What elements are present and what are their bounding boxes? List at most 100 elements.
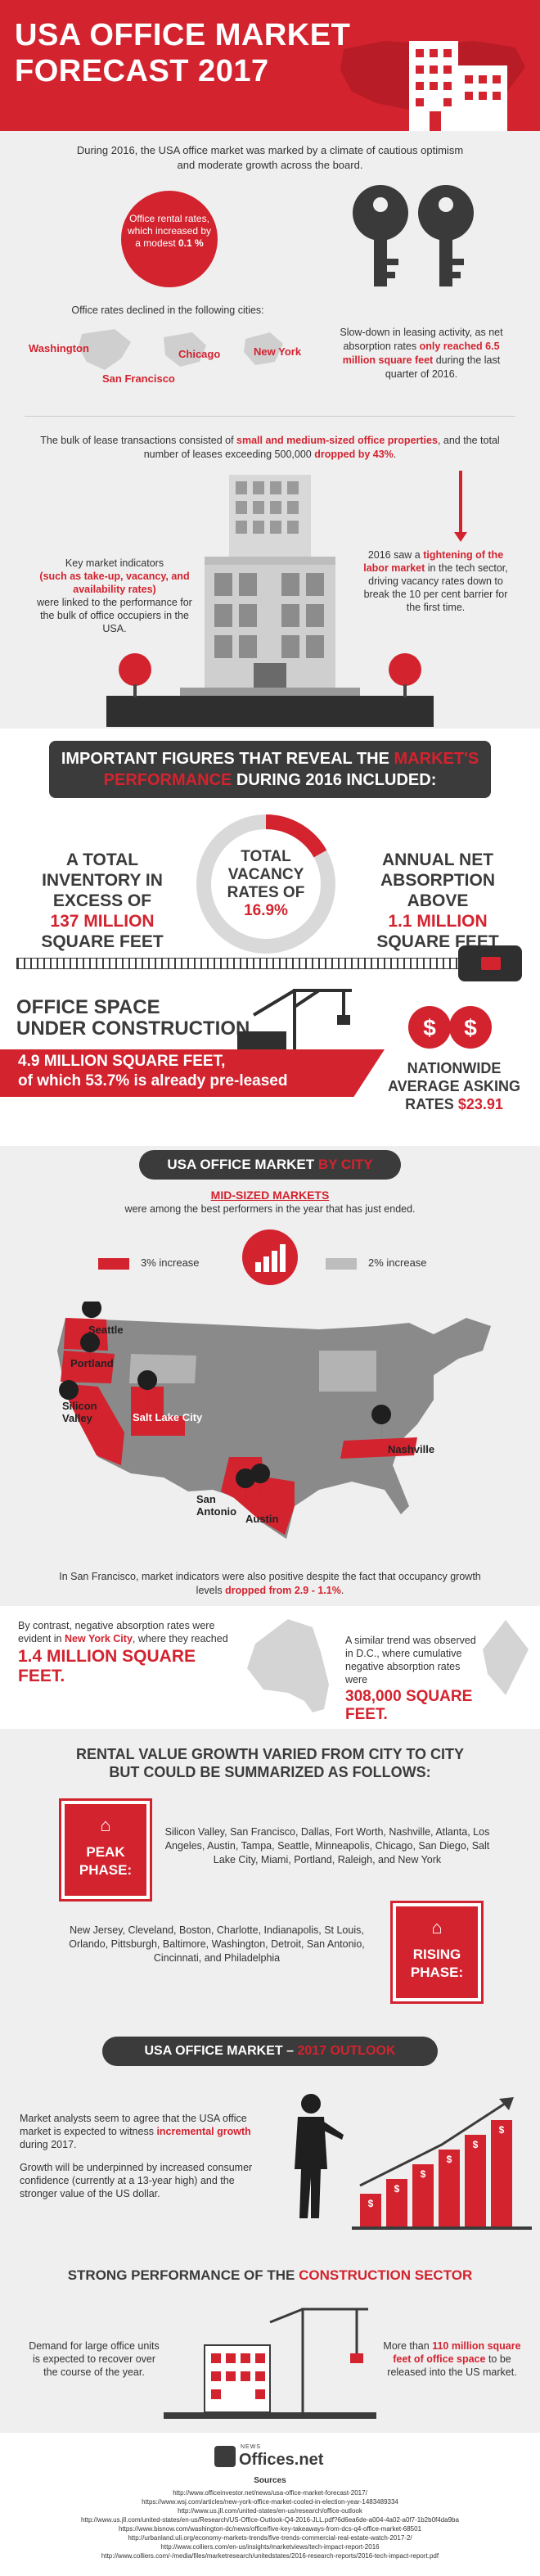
construction-crane-illustration	[164, 2308, 376, 2419]
legend-2pct: 2% increase	[368, 1256, 427, 1269]
indicators-text: Key market indicators (such as take-up, …	[33, 557, 196, 635]
mid-sized-title: MID-SIZED MARKETS	[210, 1189, 330, 1202]
office-building-illustration	[106, 475, 434, 727]
strong-left-text: Demand for large office units is expecte…	[29, 2340, 160, 2378]
inventory-value: 137 MILLION	[50, 912, 155, 931]
tech-bold: tightening of the labor market	[363, 549, 504, 574]
footer-logo-small: NEWS	[241, 2444, 261, 2450]
footer	[0, 2433, 540, 2576]
svg-text:$: $	[464, 1015, 477, 1040]
legend-red-swatch	[98, 1258, 129, 1270]
rental-circle	[121, 191, 218, 287]
construction-title: OFFICE SPACE UNDER CONSTRUCTION	[16, 997, 250, 1040]
source-line[interactable]: https://www.bisnow.com/washington-dc/new…	[118, 2525, 422, 2533]
construction-title1: OFFICE SPACE	[16, 996, 160, 1018]
source-line[interactable]: http://www.colliers.com/en-us/insights/m…	[160, 2543, 380, 2551]
footer-logo: Offices.net	[239, 2451, 324, 2469]
header-title-line1: USA OFFICE MARKET	[15, 18, 351, 52]
divider	[25, 416, 515, 417]
svg-text:$: $	[473, 2139, 479, 2150]
asking-value: $23.91	[457, 1096, 503, 1112]
down-arrow-icon	[459, 471, 462, 536]
svg-text:$: $	[447, 2154, 452, 2165]
svg-text:$: $	[423, 1015, 436, 1040]
construction-sub: of which 53.7% is already pre-leased	[18, 1072, 288, 1089]
measuring-tape-line	[16, 958, 475, 969]
source-line[interactable]: http://www.officeinvestor.net/news/usa-o…	[173, 2489, 367, 2497]
vacancy-value: 16.9%	[244, 902, 288, 919]
outlook-text: Market analysts seem to agree that the U…	[20, 2112, 265, 2200]
strong-right-text: More than 110 million square feet of off…	[380, 2339, 524, 2379]
city-chicago: Chicago	[178, 348, 221, 360]
asking-label: NATIONWIDE AVERAGE ASKING RATES	[387, 1060, 521, 1112]
peak-house-icon: ⌂	[100, 1815, 111, 1835]
outlook-pre: USA OFFICE MARKET –	[144, 2044, 295, 2058]
absorption-stat: ANNUAL NET ABSORPTION ABOVE 1.1 MILLION …	[356, 850, 520, 952]
city-label-portland: Portland	[70, 1357, 114, 1369]
outlook-p1-post: during 2017.	[20, 2139, 77, 2150]
sf-pre: In San Francisco, market indicators were…	[59, 1571, 481, 1596]
important-post: DURING 2016 INCLUDED:	[236, 771, 437, 789]
indicators-line2: were linked to the performance for the b…	[37, 597, 192, 634]
source-line[interactable]: http://www.us.jll.com/united-states/en-u…	[81, 2516, 459, 2524]
down-arrow-head	[454, 532, 467, 542]
city-label-nashville: Nashville	[388, 1443, 435, 1455]
peak-label: PEAK PHASE:	[79, 1844, 133, 1878]
source-line[interactable]: https://www.wsj.com/articles/new-york-of…	[142, 2498, 398, 2506]
svg-text:$: $	[368, 2198, 374, 2209]
city-label-san-antonio: San Antonio	[196, 1493, 237, 1518]
sources-list: http://www.officeinvestor.net/news/usa-o…	[0, 2488, 540, 2560]
lease-mid: , and the total number of leases exceedi…	[143, 435, 500, 460]
city-label-seattle: Seattle	[88, 1324, 124, 1336]
vacancy-arc	[196, 814, 335, 954]
usa-map	[57, 1302, 491, 1539]
source-line[interactable]: http://urbanland.uli.org/economy-markets…	[128, 2534, 412, 2542]
construction-value: 4.9 MILLION SQUARE FEET,	[18, 1053, 226, 1070]
strong-right-bold: 110 million square feet of office space	[393, 2340, 521, 2365]
bycity-pre: USA OFFICE MARKET	[167, 1157, 315, 1172]
mid-sized-sub: were among the best performers in the ye…	[124, 1203, 416, 1215]
rising-label: RISING PHASE:	[410, 1947, 464, 1980]
footer-logo-mark	[214, 2446, 236, 2467]
growth-chart-icon	[242, 1229, 298, 1285]
outlook-pill: USA OFFICE MARKET – 2017 OUTLOOK	[102, 2037, 438, 2066]
declined-cities-map	[79, 329, 283, 370]
peak-text: Silicon Valley, San Francisco, Dallas, F…	[164, 1826, 490, 1865]
vacancy-text: TOTAL VACANCY RATES OF 16.9%	[217, 848, 315, 920]
dc-value: 308,000 SQUARE FEET.	[345, 1688, 473, 1723]
rising-house-icon: ⌂	[431, 1917, 443, 1938]
absorption-pre: ANNUAL NET ABSORPTION ABOVE	[380, 850, 495, 910]
rental-circle-text: Office rental rates, which increased by …	[125, 213, 214, 250]
svg-text:$: $	[421, 2168, 426, 2180]
ny-state-shape	[247, 1619, 329, 1712]
header-skyline-illustration	[340, 41, 525, 131]
rental-declined-text: Office rates declined in the following c…	[71, 305, 264, 316]
source-line[interactable]: http://www.colliers.com/-/media/files/ma…	[101, 2552, 439, 2560]
peak-phase-badge: ⌂ PEAK PHASE:	[59, 1798, 152, 1902]
tech-text: 2016 saw a tightening of the labor marke…	[360, 548, 511, 614]
source-line[interactable]: http://www.us.jll.com/united-states/en-u…	[178, 2507, 362, 2515]
outlook-p2: Growth will be underpinned by increased …	[20, 2162, 253, 2199]
strong-pre: STRONG PERFORMANCE OF THE	[67, 2267, 295, 2283]
ny-value: 1.4 MILLION SQUARE FEET.	[18, 1647, 196, 1685]
important-banner: IMPORTANT FIGURES THAT REVEAL THE MARKET…	[49, 741, 491, 798]
ny-text: By contrast, negative absorption rates w…	[18, 1619, 231, 1686]
legend-3pct: 3% increase	[141, 1256, 200, 1269]
tech-pre: 2016 saw a	[367, 549, 421, 561]
rising-text: New Jersey, Cleveland, Boston, Charlotte…	[69, 1924, 365, 1964]
city-label-salt-lake-city: Salt Lake City	[133, 1411, 203, 1423]
rental-value-title1: RENTAL VALUE GROWTH VARIED FROM CITY TO …	[75, 1746, 464, 1762]
sources-title: Sources	[254, 2476, 286, 2485]
ny-pre: By contrast, negative absorption rates w…	[18, 1620, 215, 1644]
dollar-coins-icon: $ $	[408, 1006, 492, 1049]
lease-bold1: small and medium-sized office properties	[236, 435, 438, 446]
sf-post: .	[340, 1585, 344, 1596]
keys-text-bold: only reached 6.5 million square feet	[342, 341, 500, 366]
strong-title: STRONG PERFORMANCE OF THE CONSTRUCTION S…	[0, 2267, 540, 2284]
vacancy-label: TOTAL VACANCY RATES OF	[227, 848, 305, 901]
svg-text:$: $	[394, 2183, 400, 2195]
measuring-tape-icon	[458, 945, 522, 981]
asking-text: NATIONWIDE AVERAGE ASKING RATES $23.91	[385, 1059, 524, 1113]
keys-icon	[353, 185, 474, 286]
ny-mid: , where they reached	[132, 1633, 228, 1644]
